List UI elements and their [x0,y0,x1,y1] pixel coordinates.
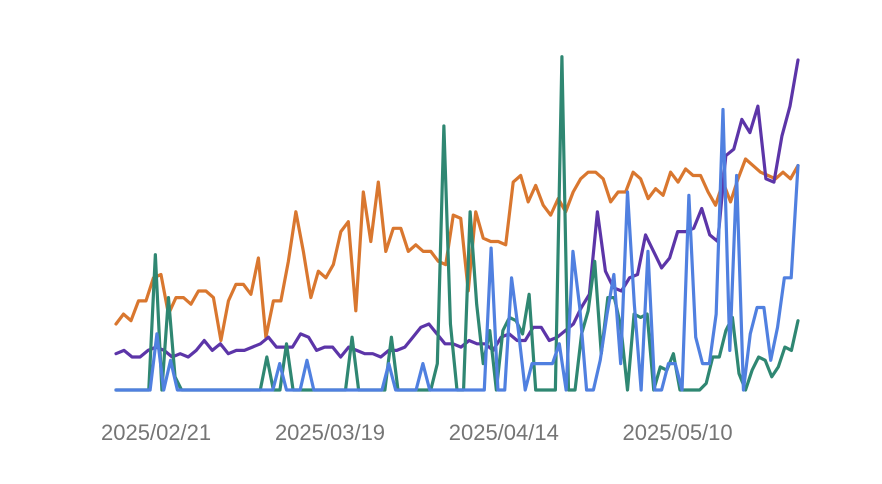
x-tick-label: 2025/05/10 [623,420,733,445]
x-tick-label: 2025/02/21 [101,420,211,445]
x-tick-label: 2025/04/14 [449,420,559,445]
series-line-4 [114,107,800,392]
x-axis-ticks: 2025/02/21 2025/03/19 2025/04/14 2025/05/10 [101,420,733,445]
series-line-2 [114,58,800,359]
x-tick-label: 2025/03/19 [275,420,385,445]
series-layer [114,55,800,392]
series-line-1 [114,157,800,343]
